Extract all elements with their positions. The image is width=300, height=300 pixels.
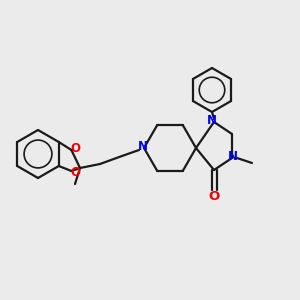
Text: N: N [138,140,148,154]
Text: O: O [70,142,80,154]
Text: N: N [207,113,217,127]
Text: O: O [70,167,80,179]
Text: N: N [228,151,238,164]
Text: O: O [208,190,220,203]
